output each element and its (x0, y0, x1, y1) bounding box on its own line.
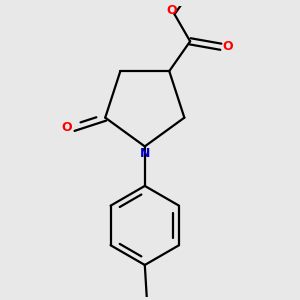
Text: O: O (61, 122, 72, 134)
Text: O: O (223, 40, 233, 53)
Text: N: N (140, 147, 150, 160)
Text: O: O (166, 4, 177, 16)
